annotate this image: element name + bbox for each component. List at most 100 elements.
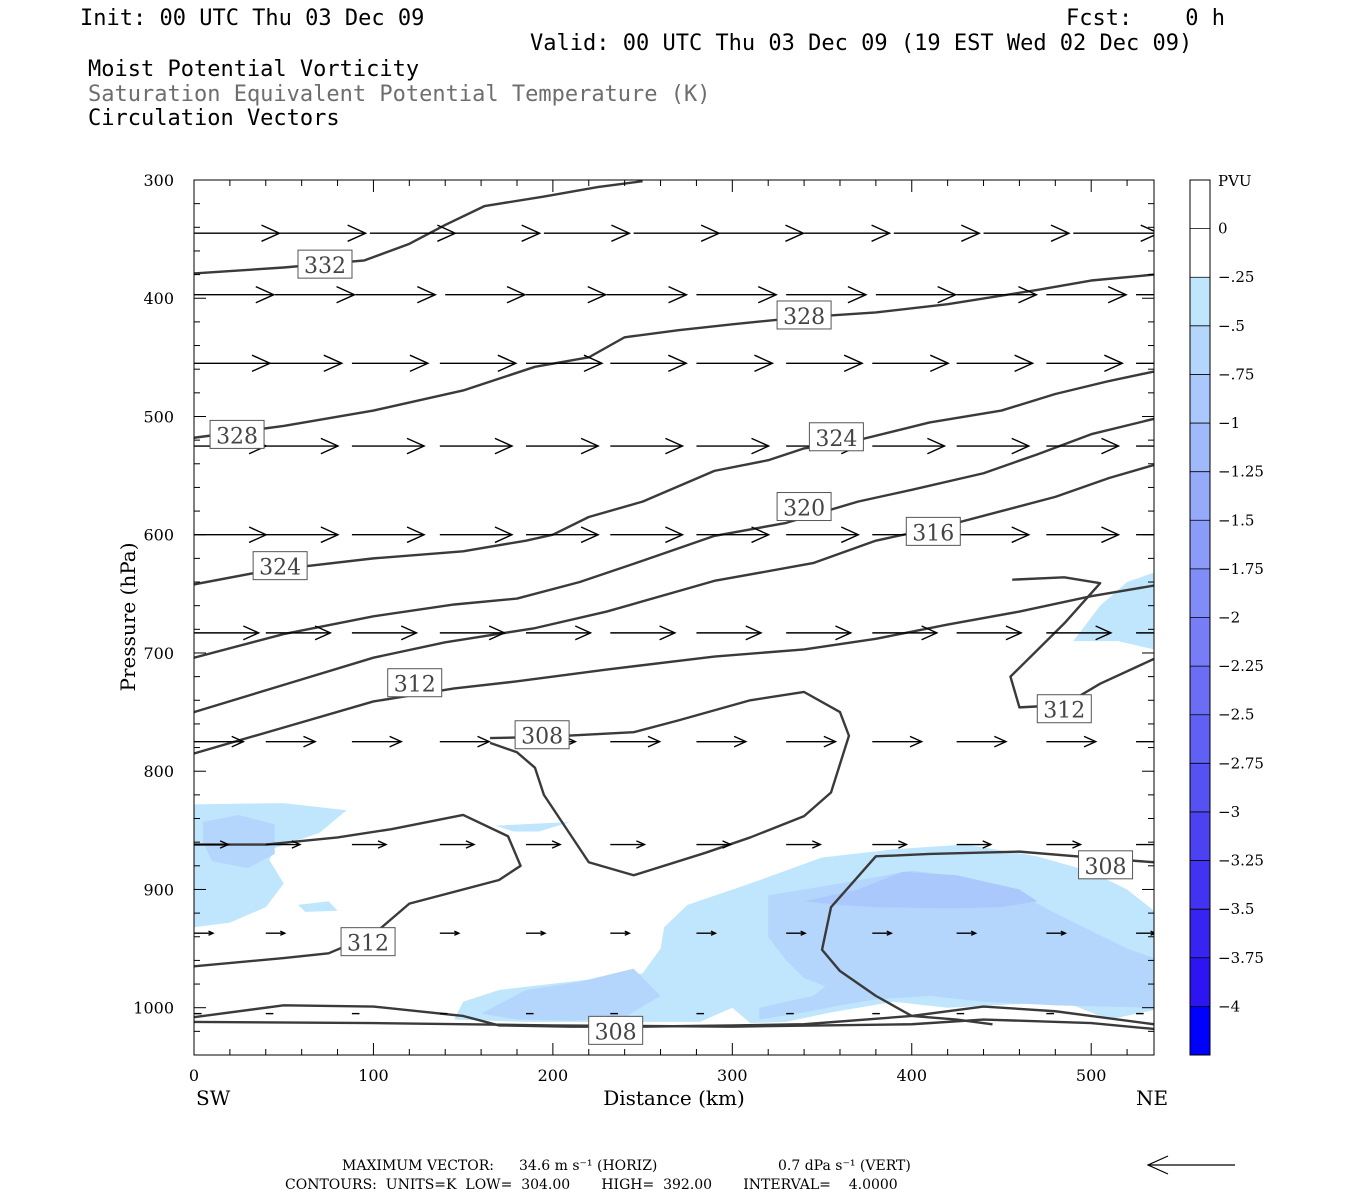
colorbar-label: −1.25 bbox=[1218, 463, 1264, 481]
colorbar-label: 0 bbox=[1218, 220, 1228, 238]
vector-head bbox=[733, 735, 748, 748]
vector-2-11 bbox=[1136, 362, 1154, 364]
y-tick-label: 400 bbox=[143, 289, 174, 308]
vector-head bbox=[611, 224, 632, 242]
vector-head bbox=[800, 930, 807, 936]
x-tick-label: 300 bbox=[717, 1066, 748, 1085]
vector-2-4 bbox=[525, 354, 604, 373]
vector-2-7 bbox=[786, 354, 864, 373]
contour-label-3: 324 bbox=[808, 422, 864, 452]
x-tick-label: 500 bbox=[1076, 1066, 1107, 1085]
field-title-theta-es: Saturation Equivalent Potential Temperat… bbox=[88, 82, 711, 107]
colorbar-swatch bbox=[1190, 714, 1210, 764]
vector-head bbox=[982, 840, 993, 849]
colorbar-swatch bbox=[1190, 568, 1210, 618]
vector-5-10 bbox=[1046, 625, 1113, 641]
vector-head bbox=[665, 437, 685, 455]
vector-3-3 bbox=[439, 437, 514, 455]
colorbar-label: −2 bbox=[1218, 609, 1240, 627]
contour-line-9 bbox=[194, 813, 522, 968]
colorbar-label: −3.25 bbox=[1218, 852, 1264, 870]
vector-7-11 bbox=[1136, 843, 1154, 846]
vector-7-8 bbox=[872, 840, 909, 849]
vector-4-3 bbox=[439, 526, 514, 544]
vector-7-5 bbox=[610, 840, 647, 849]
contour-label-text: 312 bbox=[347, 932, 389, 957]
vector-head bbox=[497, 354, 518, 373]
vector-head bbox=[1011, 437, 1031, 455]
contour-label-10: 308 bbox=[514, 720, 570, 750]
colorbar-swatch bbox=[1190, 860, 1210, 910]
vector-3-6 bbox=[696, 437, 771, 455]
vector-head bbox=[574, 625, 593, 641]
colorbar-swatch bbox=[1190, 277, 1210, 326]
vector-1-11 bbox=[1136, 293, 1154, 296]
vector-8-10 bbox=[1046, 930, 1068, 936]
vector-2-0 bbox=[194, 354, 272, 373]
colorbar-swatch bbox=[1190, 1006, 1210, 1055]
vector-3-5 bbox=[610, 437, 685, 455]
vector-0-0 bbox=[194, 224, 282, 242]
vector-2-1 bbox=[265, 354, 344, 373]
vector-5-6 bbox=[696, 625, 763, 641]
vector-5-7 bbox=[786, 625, 853, 641]
contour-line-5 bbox=[194, 417, 1154, 659]
vector-6-0 bbox=[194, 735, 246, 748]
vector-head bbox=[291, 840, 302, 849]
vector-6-2 bbox=[351, 735, 404, 748]
y-tick-label: 1000 bbox=[133, 999, 174, 1018]
vector-head bbox=[477, 735, 491, 748]
vector-1-7 bbox=[786, 285, 868, 304]
vector-8-8 bbox=[872, 930, 893, 936]
vector-1-4 bbox=[525, 285, 608, 304]
vector-1-8 bbox=[875, 285, 958, 304]
vector-head bbox=[243, 625, 261, 641]
vector-8-1 bbox=[265, 930, 287, 936]
vector-6-8 bbox=[872, 735, 924, 748]
vector-head bbox=[1072, 840, 1083, 849]
vector-5-11 bbox=[1136, 632, 1154, 634]
colorbar-swatch bbox=[1190, 617, 1210, 667]
max-vector-horiz: 34.6 m s⁻¹ (HORIZ) bbox=[519, 1158, 658, 1174]
vector-7-0 bbox=[194, 840, 230, 849]
vector-head bbox=[710, 930, 718, 936]
vector-4-9 bbox=[956, 526, 1031, 544]
contour-label-box bbox=[808, 422, 864, 452]
contour-label-text: 308 bbox=[1085, 855, 1127, 880]
vector-5-0 bbox=[194, 625, 261, 641]
vector-8-4 bbox=[525, 930, 547, 936]
valid-time: Valid: 00 UTC Thu 03 Dec 09 (19 EST Wed … bbox=[530, 31, 1193, 56]
vector-head bbox=[927, 437, 947, 455]
vector-1-5 bbox=[606, 285, 689, 304]
contour-label-box bbox=[387, 668, 443, 698]
vector-head bbox=[754, 354, 775, 373]
vector-8-0 bbox=[194, 930, 215, 936]
vector-3-1 bbox=[265, 437, 340, 455]
vector-3-4 bbox=[525, 437, 600, 455]
colorbar-swatch bbox=[1190, 374, 1210, 424]
colorbar-swatch bbox=[1190, 325, 1210, 375]
vector-head bbox=[1174, 736, 1186, 747]
vector-head bbox=[587, 285, 608, 304]
vector-head bbox=[1107, 285, 1128, 304]
vector-head bbox=[785, 224, 806, 242]
colorbar-swatch bbox=[1190, 228, 1210, 278]
mpv-region-2 bbox=[298, 901, 338, 912]
vector-head bbox=[219, 840, 230, 849]
vector-head bbox=[323, 354, 344, 373]
vector-6-11 bbox=[1136, 736, 1186, 747]
vector-head bbox=[1011, 526, 1031, 544]
vector-head bbox=[847, 285, 868, 304]
contour-label-text: 324 bbox=[259, 556, 301, 581]
mpv-region-1 bbox=[202, 814, 275, 869]
x-tick-label: 0 bbox=[189, 1066, 199, 1085]
vector-head bbox=[417, 285, 438, 304]
colorbar-swatch bbox=[1190, 520, 1210, 569]
contour-line-3 bbox=[194, 370, 1154, 586]
vector-6-9 bbox=[956, 735, 1008, 748]
vector-head bbox=[1101, 526, 1121, 544]
vector-head bbox=[665, 526, 685, 544]
vector-7-7 bbox=[786, 840, 823, 849]
vector-head bbox=[1140, 224, 1154, 242]
vector-head bbox=[208, 930, 215, 936]
